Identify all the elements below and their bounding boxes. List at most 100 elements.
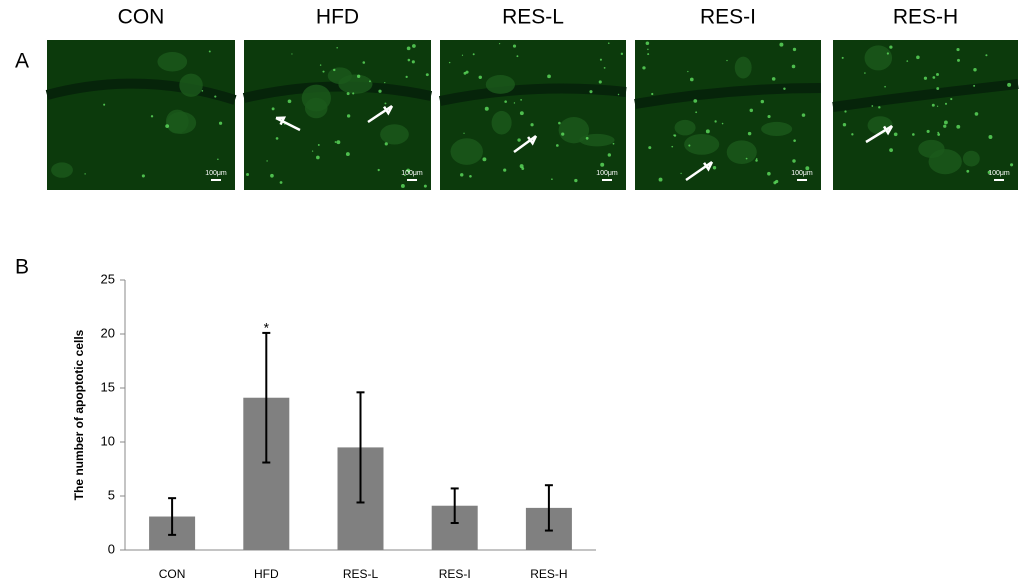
fluorescent-spot [519,111,524,116]
fluorescent-spot [411,60,415,64]
fluorescent-spot [651,92,654,96]
fluorescent-spot [378,89,382,93]
fluorescent-spot [747,131,752,136]
fluorescent-spot [336,46,338,49]
fluorescent-spot [779,42,784,47]
tissue-blob [304,97,328,119]
fluorescent-spot [755,159,758,162]
fluorescent-spot [377,168,380,172]
arrow-head [703,161,714,172]
fluorescent-spot [932,76,936,79]
fluorescent-spot [266,160,268,162]
fluorescent-spot [551,178,553,181]
fluorescent-spot [607,153,612,157]
fluorescent-spot [943,120,948,125]
fluorescent-spot [287,99,292,104]
fluorescent-spot [423,184,427,188]
tissue-blob [179,73,203,97]
fluorescent-spot [680,172,682,175]
fluorescent-spot [555,144,559,147]
fluorescent-spot [671,145,674,148]
tissue-blob [558,116,590,144]
error-bar [262,331,271,464]
tissue-blob [579,133,615,147]
fluorescent-spot [658,177,663,182]
fluorescent-spot [688,144,691,147]
fluorescent-spot [141,174,145,178]
arrow [685,160,713,182]
tissue-blob [734,56,752,79]
micrograph [440,40,626,190]
fluorescent-spot [357,74,361,78]
fluorescent-spot [448,61,451,64]
fluorescent-spot [463,71,467,75]
fluorescent-spot [384,142,388,146]
fluorescent-spot [1007,82,1012,87]
scale-bar-label: 100μm [988,170,1010,177]
fluorescent-spot [425,73,429,77]
fluorescent-spot [755,158,758,160]
fluorescent-spot [714,120,717,123]
fluorescent-spot [792,159,796,163]
fluorescent-spot [279,181,283,184]
fluorescent-spot [783,87,786,91]
fluorescent-spot [805,166,810,171]
fluorescent-spot [937,133,941,136]
tissue-blob [674,119,696,136]
fluorescent-spot [673,134,677,137]
fluorescent-spot [956,47,960,52]
scale-bar-label: 100μm [401,170,423,177]
fluorescent-spot [478,75,482,80]
arrow-head [275,116,287,126]
fluorescent-spot [973,84,976,87]
fluorescent-spot [749,108,754,113]
fluorescent-spot [103,103,106,106]
fluorescent-spot [950,97,953,101]
fluorescent-spot [336,140,341,145]
error-bar [544,484,553,532]
fluorescent-spot [484,106,489,111]
tissue-band [634,83,822,109]
fluorescent-spot [362,61,366,64]
fluorescent-spot [384,82,386,84]
fluorescent-spot [886,52,890,55]
fluorescent-spot [871,105,874,107]
tissue-blob [485,75,515,94]
x-tick-label: RES-I [439,567,471,581]
fluorescent-spot [519,164,524,169]
tissue-blob [726,140,757,165]
fluorescent-spot [878,106,881,109]
fluorescent-spot [407,58,411,62]
fluorescent-spot [316,155,320,160]
fluorescent-spot [957,58,960,62]
fluorescent-spot [322,70,325,73]
fluorescent-spot [547,74,551,79]
fluorescent-spot [607,42,610,44]
tissue-blob [51,162,73,178]
fluorescent-spot [936,72,939,76]
fluorescent-spot [400,184,405,188]
fluorescent-spot [974,112,979,116]
y-tick-label: 15 [101,379,115,394]
fluorescent-spot [889,148,894,153]
arrow-head [882,125,894,136]
fluorescent-spot [600,162,605,167]
fluorescent-spot [517,138,521,142]
arrow-head [527,135,538,146]
fluorescent-spot [346,92,350,96]
tissue-blob [491,110,512,135]
error-bar [356,391,365,504]
micrograph [47,40,235,190]
fluorescent-spot [208,50,211,53]
fluorescent-spot [271,107,275,111]
fluorescent-spot [791,64,796,69]
fluorescent-spot [689,77,694,82]
fluorescent-spot [405,75,408,78]
fluorescent-spot [956,124,961,129]
fluorescent-spot [512,44,517,48]
fluorescent-spot [620,52,624,56]
fluorescent-spot [760,99,765,104]
fluorescent-spot [352,92,355,95]
fluorescent-spot [647,53,650,56]
arrow [865,124,893,144]
